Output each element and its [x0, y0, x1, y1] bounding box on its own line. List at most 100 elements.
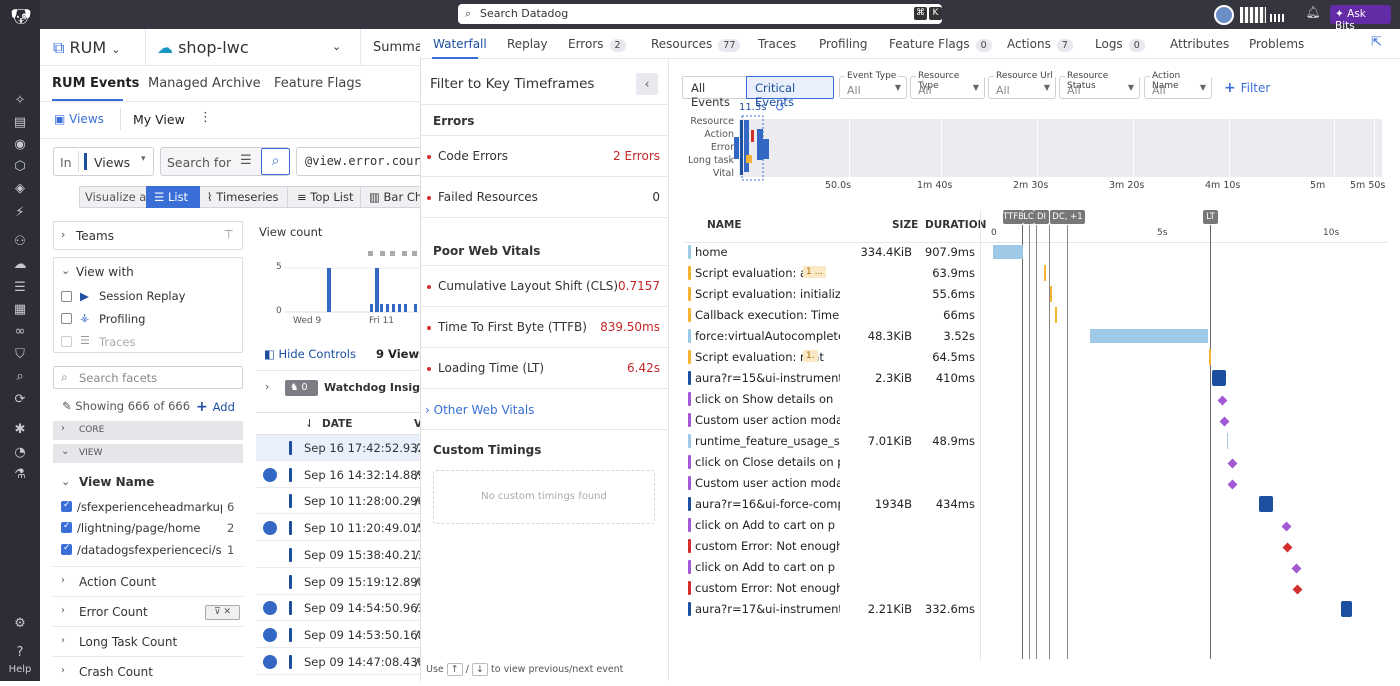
waterfall-row[interactable]: Script evaluation: initialize 55.6ms	[685, 284, 975, 305]
all-events-toggle[interactable]: All Events	[682, 76, 747, 109]
filter-clear-control[interactable]: ⊽ ✕	[205, 605, 240, 620]
tab-profiling[interactable]: Profiling	[819, 37, 868, 51]
rum-product-menu[interactable]: ⧉ RUM ⌄	[53, 38, 120, 58]
data-source-select[interactable]: In Views ▾	[53, 147, 154, 176]
search-mode[interactable]: Search for ☰ ⌕	[160, 147, 290, 176]
pin-icon[interactable]: ⊤	[224, 228, 234, 241]
ci-icon[interactable]: ⚗︎	[14, 467, 26, 482]
waterfall-row[interactable]: Callback execution: Timer 66ms	[685, 305, 975, 326]
filter-resource-type[interactable]: Resource Type All ▼	[910, 71, 985, 99]
tab-logs[interactable]: Logs 0	[1095, 37, 1145, 52]
app-selector[interactable]: ☁︎ shop-lwc ⌄	[157, 38, 347, 57]
views-button[interactable]: ▣ Views	[54, 112, 104, 126]
marker-lc[interactable]: LC	[1023, 210, 1034, 224]
table-row[interactable]: Sep 10 11:28:00.296/	[256, 488, 426, 515]
tab-feature-flags[interactable]: Feature Flags 0	[889, 37, 992, 52]
bell-icon[interactable]: 🔔︎	[1305, 5, 1321, 19]
chevron-right-icon[interactable]: ›	[265, 380, 270, 393]
search-icon[interactable]: ⌕	[261, 148, 290, 175]
synthetics-icon[interactable]: ⟳	[14, 392, 26, 407]
action-count-facet[interactable]: › Action Count	[53, 566, 243, 596]
filter-action-name[interactable]: Action Name All ▼	[1144, 71, 1212, 99]
integrations-icon[interactable]: ⬡	[14, 159, 26, 174]
query-input[interactable]: @view.error.cour	[296, 147, 426, 176]
waterfall-row[interactable]: Custom user action modal_o	[685, 410, 975, 431]
global-search[interactable]: ⌕ Search Datadog ⌘ K	[458, 4, 942, 24]
subnav-rum-events[interactable]: RUM Events	[52, 76, 140, 91]
add-facet-button[interactable]: + Add	[196, 399, 235, 415]
security-icon[interactable]: ⛉	[15, 347, 25, 362]
logs-icon[interactable]: ☰	[14, 280, 26, 295]
visualize-bar-chart[interactable]: ▥ Bar Ch	[369, 190, 422, 204]
network-icon[interactable]: ∞	[14, 324, 26, 339]
waterfall-row[interactable]: click on Close details on page /	[685, 452, 975, 473]
session-replay-icon[interactable]	[263, 467, 277, 482]
session-replay-icon[interactable]	[263, 601, 277, 616]
filter-resource-status[interactable]: Resource Status All ▼	[1059, 71, 1140, 99]
bug-icon[interactable]: ✱	[14, 422, 26, 437]
subnav-managed-archive[interactable]: Managed Archive	[148, 76, 261, 91]
facet-search-input[interactable]: ⌕ Search facets	[53, 366, 243, 389]
tab-replay[interactable]: Replay	[507, 37, 548, 51]
tab-problems[interactable]: Problems	[1249, 37, 1304, 51]
marker-dc[interactable]: DC, +1	[1050, 210, 1085, 224]
table-row[interactable]: Sep 16 17:42:52.932/	[256, 435, 426, 461]
loading-time-item[interactable]: Loading Time (LT) 6.42s	[420, 347, 668, 388]
infrastructure-icon[interactable]: ⚇	[14, 234, 26, 249]
monitors-icon[interactable]: ◉	[14, 137, 26, 152]
profiling-checkbox[interactable]	[61, 313, 72, 324]
marker-di[interactable]: DI	[1034, 210, 1049, 224]
core-group[interactable]: › CORE	[53, 421, 243, 440]
waterfall-row[interactable]: Script evaluation: runt 1. 64.5ms	[685, 347, 975, 368]
view-group[interactable]: ⌄ VIEW	[53, 444, 243, 463]
table-row[interactable]: Sep 09 14:47:08.430/s	[256, 649, 426, 675]
waterfall-row[interactable]: force:virtualAutocompleteMe 48.3KiB 3.52s	[685, 326, 975, 347]
tab-errors[interactable]: Errors 2	[568, 37, 626, 52]
timeline-bar[interactable]	[1050, 286, 1052, 302]
reset-icon[interactable]: ↺	[775, 100, 786, 114]
pencil-icon[interactable]: ✎	[62, 399, 76, 413]
table-row[interactable]: Sep 09 14:54:50.963/s	[256, 595, 426, 622]
hide-controls-button[interactable]: ◧ Hide Controls	[264, 347, 356, 361]
cloud-icon[interactable]: ☁︎	[13, 257, 27, 272]
view-name-checkbox[interactable]	[61, 521, 72, 533]
timeline-bar[interactable]	[1209, 349, 1211, 365]
waterfall-row[interactable]: aura?r=16&ui-force-compone 1934B 434ms	[685, 494, 975, 515]
waterfall-row[interactable]: custom Error: Not enough st	[685, 536, 975, 557]
filter-event-type[interactable]: Event Type All ▼	[839, 71, 907, 99]
marker-ttfb[interactable]: TTFB	[1003, 210, 1023, 224]
timeline-bar[interactable]	[1055, 307, 1057, 323]
collapse-panel-button[interactable]: ‹	[636, 73, 658, 95]
waterfall-row[interactable]: home 334.4KiB 907.9ms	[685, 242, 975, 263]
chevron-down-icon[interactable]: ⌄	[61, 475, 71, 488]
error-count-facet[interactable]: › Error Count ⊽ ✕	[53, 596, 243, 626]
bits-icon[interactable]: ⚡︎	[15, 205, 25, 220]
crash-count-facet[interactable]: › Crash Count	[53, 656, 243, 686]
teams-facet[interactable]: › Teams ⊤	[53, 221, 243, 250]
waterfall-row[interactable]: runtime_feature_usage_sdk:f 7.01KiB 48.9ms	[685, 431, 975, 452]
waterfall-row[interactable]: Custom user action modal_c	[685, 473, 975, 494]
tab-actions[interactable]: Actions 7	[1007, 37, 1073, 52]
view-name-checkbox[interactable]	[61, 543, 72, 555]
datadog-logo-icon[interactable]: 🐶︎	[11, 7, 32, 26]
long-task-count-facet[interactable]: › Long Task Count	[53, 626, 243, 656]
timeline-bar-home[interactable]	[993, 245, 1023, 259]
critical-events-toggle[interactable]: Critical Events	[746, 76, 834, 109]
tab-traces[interactable]: Traces	[758, 37, 796, 51]
integrations-puzzle-icon[interactable]: ⚙︎	[14, 616, 26, 631]
table-row[interactable]: Sep 09 15:38:40.211/s	[256, 542, 426, 568]
view-name-checkbox[interactable]	[61, 500, 72, 512]
marker-lt[interactable]: LT	[1203, 210, 1218, 224]
watchdog-insights-label[interactable]: Watchdog Insights	[324, 381, 440, 394]
tab-attributes[interactable]: Attributes	[1170, 37, 1229, 51]
session-replay-icon[interactable]	[263, 521, 277, 536]
timeline-bar[interactable]	[1341, 601, 1352, 617]
visualize-list[interactable]: ☰ List	[146, 186, 200, 208]
gauge-icon[interactable]: ◔	[14, 445, 26, 460]
more-options-icon[interactable]: ⋮	[199, 110, 212, 125]
waterfall-row[interactable]: click on Add to cart on p	[685, 515, 975, 536]
watchdog-icon[interactable]: ✧	[14, 93, 26, 108]
timeline-bar[interactable]	[1259, 496, 1273, 512]
table-row[interactable]: Sep 10 11:20:49.015/s	[256, 515, 426, 542]
ask-bits-button[interactable]: ✦ Ask Bits	[1330, 5, 1391, 32]
